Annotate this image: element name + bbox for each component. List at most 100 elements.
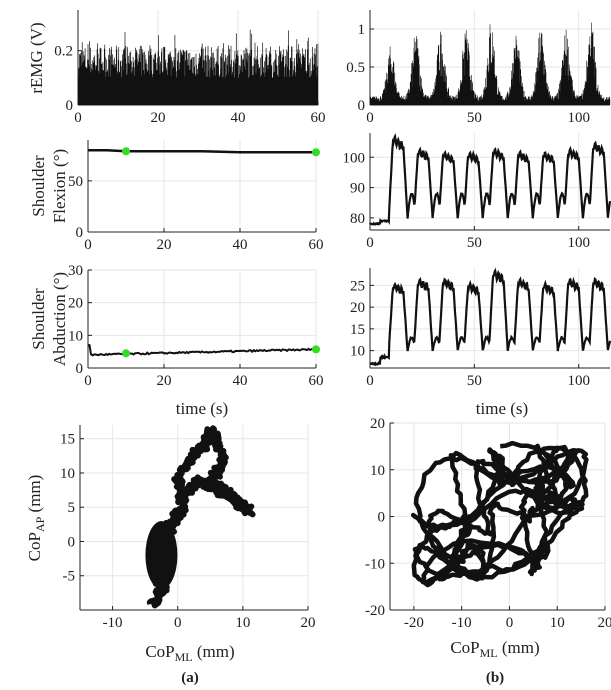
x-tick-label: 0 bbox=[174, 615, 182, 631]
x-tick-label: 60 bbox=[309, 237, 324, 253]
y-axis-label: Shoulder Abduction (°) bbox=[29, 272, 69, 366]
marker-point bbox=[312, 345, 320, 354]
x-label-sub: ML bbox=[175, 650, 193, 664]
x-tick-label: 20 bbox=[598, 615, 611, 631]
y-tick-label: 1 bbox=[358, 22, 366, 38]
y-tick-label: 0 bbox=[66, 98, 74, 114]
y-tick-label: 10 bbox=[350, 344, 365, 360]
y-tick-label: 0 bbox=[378, 510, 386, 526]
x-tick-label: 100 bbox=[567, 373, 590, 389]
y-tick-label: 0 bbox=[358, 98, 366, 114]
x-tick-label: 10 bbox=[235, 615, 250, 631]
x-tick-label: -20 bbox=[404, 615, 424, 631]
x-tick-label: 20 bbox=[157, 237, 172, 253]
panel-label: (b) bbox=[486, 670, 504, 686]
y-axis-label: rEMG (V) bbox=[27, 22, 46, 93]
y-label-sub: AP bbox=[33, 516, 47, 532]
y-tick-label: 30 bbox=[68, 263, 83, 279]
y-label-unit: (mm) bbox=[25, 475, 44, 517]
y-tick-label: 0.5 bbox=[346, 60, 365, 76]
y-tick-label: -5 bbox=[63, 569, 76, 585]
axes-b-cop: -20 -10 0 10 20 -20 -10 0 10 20 CoPML (mm) (b) bbox=[365, 416, 611, 686]
x-tick-label: 10 bbox=[550, 615, 565, 631]
series-line bbox=[369, 267, 611, 367]
x-label-main: CoP bbox=[450, 638, 479, 657]
x-axis-label: CoPML (mm) bbox=[145, 642, 234, 664]
x-tick-label: 40 bbox=[233, 237, 248, 253]
x-tick-label: 40 bbox=[233, 373, 248, 389]
panel-label: (a) bbox=[181, 670, 199, 686]
x-tick-label: 20 bbox=[157, 373, 172, 389]
x-label-unit: (mm) bbox=[498, 638, 540, 657]
emg-bars bbox=[78, 29, 319, 105]
y-axis-label: Shoulder Flexion (°) bbox=[29, 149, 69, 223]
x-tick-label: 40 bbox=[231, 110, 246, 126]
y-tick-label: -10 bbox=[365, 556, 385, 572]
y-tick-label: 10 bbox=[370, 463, 385, 479]
x-tick-label: 0 bbox=[366, 373, 374, 389]
y-tick-label: 20 bbox=[68, 296, 83, 312]
y-tick-label: 90 bbox=[350, 181, 365, 197]
y-label-line1: Shoulder bbox=[29, 155, 48, 217]
x-label-sub: ML bbox=[480, 646, 498, 660]
marker-point bbox=[122, 349, 130, 358]
y-tick-label: 0 bbox=[76, 225, 84, 241]
cop-dense-region bbox=[145, 521, 178, 590]
x-tick-label: 0 bbox=[74, 110, 82, 126]
axes-b-flex: 0 50 100 80 90 100 bbox=[343, 132, 611, 251]
x-tick-label: 0 bbox=[366, 235, 374, 251]
series-line bbox=[369, 132, 611, 226]
x-tick-label: -10 bbox=[452, 615, 472, 631]
y-tick-label: 0 bbox=[76, 361, 84, 377]
y-tick-label: 0.2 bbox=[54, 44, 73, 60]
y-tick-label: 20 bbox=[370, 416, 385, 432]
x-tick-label: 100 bbox=[567, 110, 590, 126]
y-tick-label: 15 bbox=[60, 432, 75, 448]
x-tick-label: 0 bbox=[366, 110, 374, 126]
x-tick-label: 50 bbox=[467, 373, 482, 389]
marker-point bbox=[312, 148, 320, 157]
x-tick-label: 50 bbox=[467, 235, 482, 251]
y-tick-label: 20 bbox=[350, 300, 365, 316]
x-axis-label: CoPML (mm) bbox=[450, 638, 539, 660]
x-tick-label: 60 bbox=[311, 110, 326, 126]
x-axis-label: time (s) bbox=[476, 399, 528, 418]
x-tick-label: 20 bbox=[301, 615, 316, 631]
y-tick-label: 100 bbox=[343, 150, 366, 166]
y-tick-label: 15 bbox=[350, 322, 365, 338]
x-tick-label: 0 bbox=[84, 373, 92, 389]
y-tick-label: 5 bbox=[68, 500, 76, 516]
y-label-line2: Abduction (°) bbox=[50, 272, 69, 366]
y-tick-label: 0 bbox=[68, 534, 76, 550]
axes-a-remg: 0 20 40 60 0 0.2 rEMG (V) bbox=[27, 10, 326, 126]
emg-bars bbox=[370, 22, 611, 105]
y-label-line2: Flexion (°) bbox=[50, 149, 69, 223]
cop-trace bbox=[410, 440, 589, 588]
y-tick-label: 50 bbox=[68, 174, 83, 190]
axes-b-remg: 0 50 100 0 0.5 1 bbox=[346, 10, 611, 126]
axes-b-abd: 0 50 100 10 15 20 25 time (s) bbox=[350, 267, 611, 418]
x-tick-label: 60 bbox=[309, 373, 324, 389]
y-tick-label: 10 bbox=[60, 466, 75, 482]
y-label-line1: Shoulder bbox=[29, 288, 48, 350]
y-tick-label: -20 bbox=[365, 603, 385, 619]
y-tick-label: 10 bbox=[68, 328, 83, 344]
series-line bbox=[88, 148, 316, 154]
x-tick-label: 0 bbox=[84, 237, 92, 253]
x-tick-label: -10 bbox=[103, 615, 123, 631]
y-axis-label: CoPAP (mm) bbox=[25, 475, 47, 562]
y-tick-label: 25 bbox=[350, 278, 365, 294]
x-tick-label: 0 bbox=[506, 615, 514, 631]
x-label-main: CoP bbox=[145, 642, 174, 661]
x-tick-label: 100 bbox=[567, 235, 590, 251]
x-label-unit: (mm) bbox=[193, 642, 235, 661]
x-tick-label: 20 bbox=[151, 110, 166, 126]
y-tick-label: 80 bbox=[350, 211, 365, 227]
y-label-main: CoP bbox=[25, 532, 44, 561]
marker-point bbox=[122, 147, 130, 156]
x-tick-label: 50 bbox=[467, 110, 482, 126]
